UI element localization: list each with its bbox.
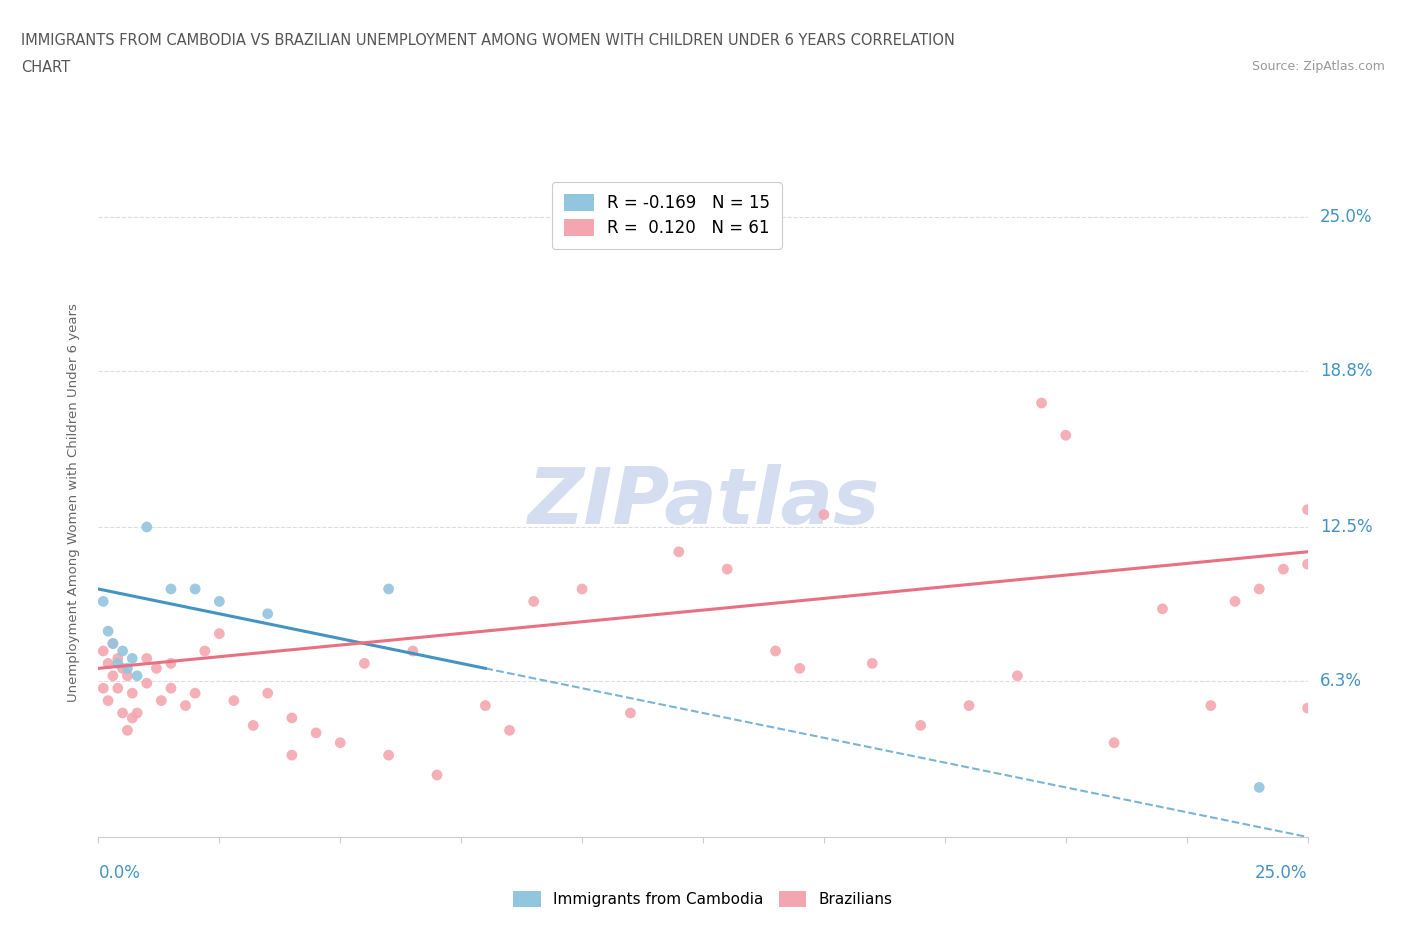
Point	[1152, 602, 1174, 617]
Point	[117, 669, 139, 684]
Point	[97, 624, 120, 639]
Point	[184, 685, 207, 700]
Point	[789, 661, 811, 676]
Point	[127, 669, 149, 684]
Point	[377, 581, 399, 596]
Legend: R = -0.169   N = 15, R =  0.120   N = 61: R = -0.169 N = 15, R = 0.120 N = 61	[553, 182, 782, 248]
Text: 25.0%: 25.0%	[1320, 208, 1372, 226]
Point	[813, 507, 835, 522]
Text: 6.3%: 6.3%	[1320, 671, 1361, 690]
Legend: Immigrants from Cambodia, Brazilians: Immigrants from Cambodia, Brazilians	[508, 884, 898, 913]
Point	[242, 718, 264, 733]
Point	[1296, 502, 1319, 517]
Point	[305, 725, 328, 740]
Text: ZIPatlas: ZIPatlas	[527, 464, 879, 540]
Point	[121, 651, 143, 666]
Point	[1007, 669, 1029, 684]
Point	[765, 644, 787, 658]
Point	[1296, 700, 1319, 715]
Text: IMMIGRANTS FROM CAMBODIA VS BRAZILIAN UNEMPLOYMENT AMONG WOMEN WITH CHILDREN UND: IMMIGRANTS FROM CAMBODIA VS BRAZILIAN UN…	[21, 33, 955, 47]
Point	[1249, 581, 1271, 596]
Point	[1102, 736, 1125, 751]
Point	[121, 685, 143, 700]
Point	[150, 693, 173, 708]
Text: 25.0%: 25.0%	[1256, 864, 1308, 882]
Point	[208, 626, 231, 641]
Point	[957, 698, 980, 713]
Point	[135, 520, 157, 535]
Point	[281, 711, 304, 725]
Text: CHART: CHART	[21, 60, 70, 75]
Point	[111, 706, 134, 721]
Point	[91, 681, 114, 696]
Text: Source: ZipAtlas.com: Source: ZipAtlas.com	[1251, 60, 1385, 73]
Point	[107, 681, 129, 696]
Point	[127, 706, 149, 721]
Point	[97, 656, 120, 671]
Point	[160, 681, 183, 696]
Point	[329, 736, 352, 751]
Point	[1031, 395, 1053, 410]
Point	[111, 661, 134, 676]
Point	[222, 693, 245, 708]
Point	[101, 636, 124, 651]
Point	[402, 644, 425, 658]
Point	[1199, 698, 1222, 713]
Point	[426, 767, 449, 782]
Point	[256, 606, 278, 621]
Point	[1223, 594, 1246, 609]
Point	[174, 698, 197, 713]
Point	[111, 644, 134, 658]
Point	[571, 581, 593, 596]
Point	[208, 594, 231, 609]
Point	[668, 544, 690, 559]
Text: 18.8%: 18.8%	[1320, 362, 1372, 379]
Point	[474, 698, 496, 713]
Point	[160, 581, 183, 596]
Point	[1249, 780, 1271, 795]
Point	[184, 581, 207, 596]
Point	[91, 594, 114, 609]
Point	[121, 711, 143, 725]
Point	[281, 748, 304, 763]
Point	[1272, 562, 1295, 577]
Point	[910, 718, 932, 733]
Point	[135, 651, 157, 666]
Y-axis label: Unemployment Among Women with Children Under 6 years: Unemployment Among Women with Children U…	[67, 303, 80, 701]
Point	[194, 644, 217, 658]
Point	[1296, 557, 1319, 572]
Point	[97, 693, 120, 708]
Point	[107, 651, 129, 666]
Point	[135, 676, 157, 691]
Point	[860, 656, 883, 671]
Point	[498, 723, 520, 737]
Point	[101, 636, 124, 651]
Text: 12.5%: 12.5%	[1320, 518, 1372, 536]
Point	[101, 669, 124, 684]
Text: 0.0%: 0.0%	[98, 864, 141, 882]
Point	[145, 661, 167, 676]
Point	[160, 656, 183, 671]
Point	[353, 656, 375, 671]
Point	[716, 562, 738, 577]
Point	[377, 748, 399, 763]
Point	[117, 661, 139, 676]
Point	[619, 706, 641, 721]
Point	[117, 723, 139, 737]
Point	[1054, 428, 1077, 443]
Point	[523, 594, 546, 609]
Point	[91, 644, 114, 658]
Point	[256, 685, 278, 700]
Point	[107, 656, 129, 671]
